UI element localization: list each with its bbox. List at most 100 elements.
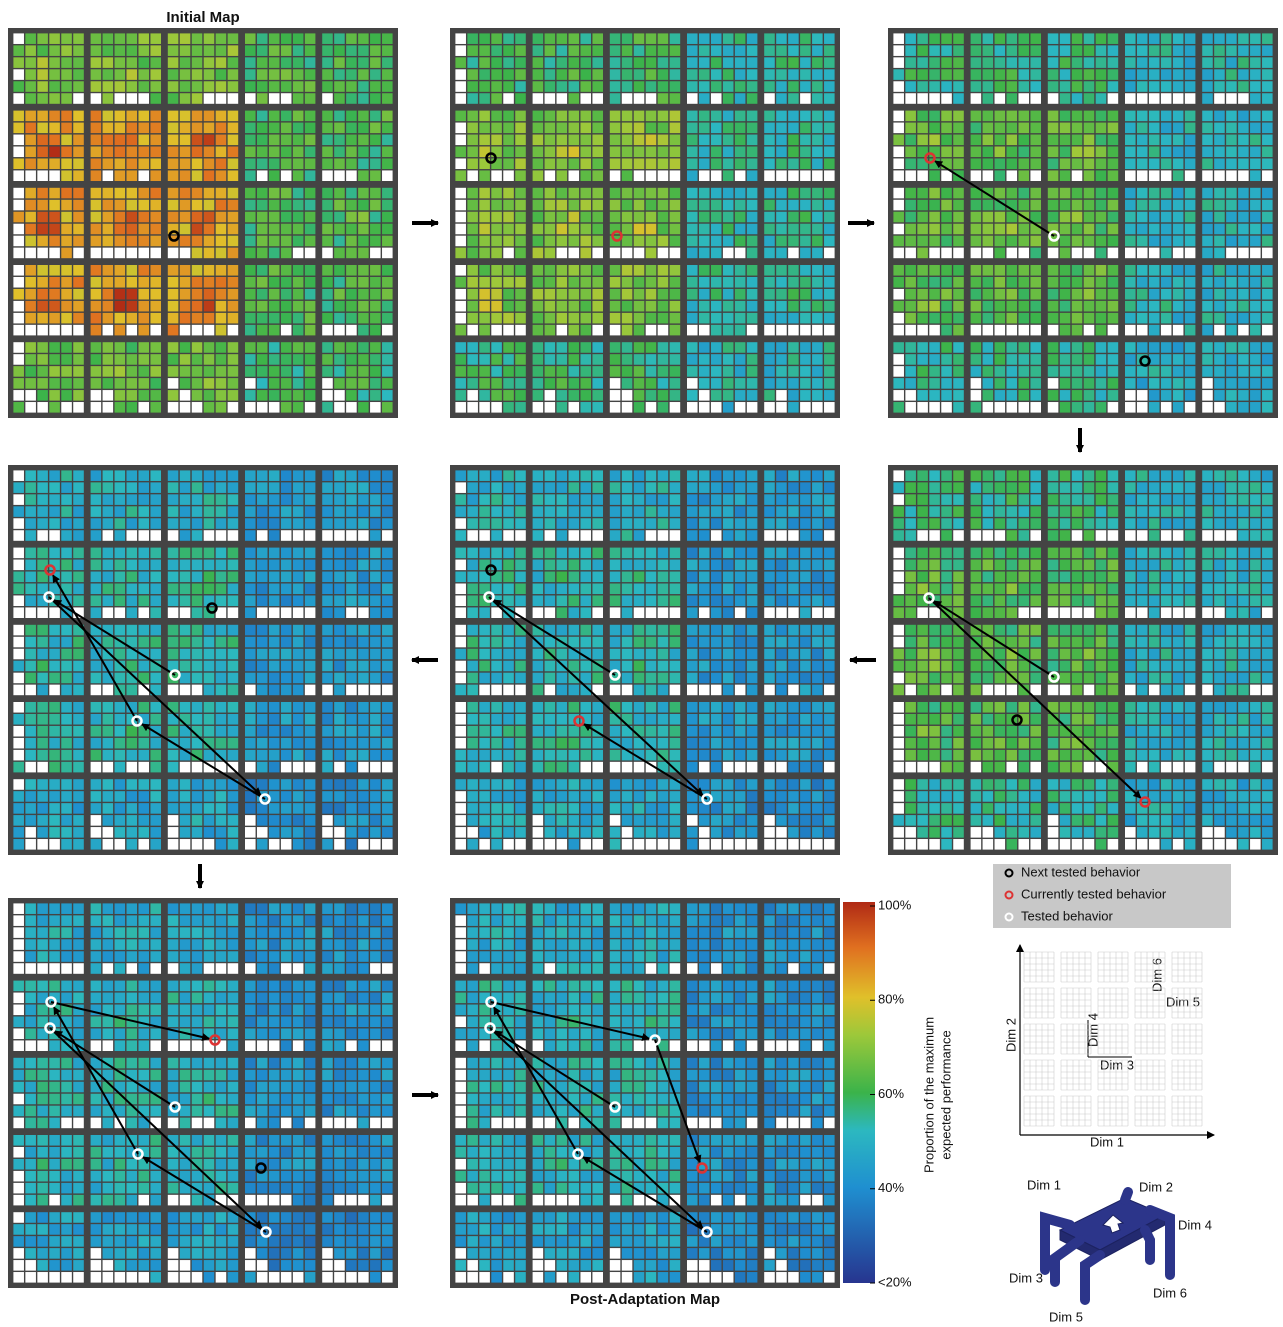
heatmap-cell: [544, 211, 556, 223]
robot-arrow: [1102, 1214, 1125, 1234]
heatmap-cell: [1083, 288, 1095, 300]
heatmap-cell: [669, 324, 681, 336]
heatmap-cell: [167, 648, 179, 660]
heatmap-cell: [698, 494, 710, 505]
heatmap-cell: [179, 235, 191, 247]
heatmap-cell: [102, 324, 114, 336]
heatmap-cell: [580, 265, 592, 276]
heatmap-cell: [280, 276, 292, 288]
heatmap-cell: [268, 276, 280, 288]
heatmap-cell: [515, 595, 526, 607]
heatmap-cell: [479, 803, 490, 814]
heatmap-cell: [905, 494, 916, 505]
heatmap-cell: [812, 366, 823, 377]
heatmap-cell: [1136, 288, 1148, 300]
heatmap-cell: [245, 559, 256, 571]
heatmap-cell: [1095, 470, 1107, 481]
heatmap-cell: [669, 247, 681, 259]
heatmap-cell: [1238, 324, 1249, 336]
heatmap-cell: [215, 276, 227, 288]
heatmap-cell: [227, 547, 239, 559]
heatmap-cell: [1125, 265, 1136, 276]
heatmap-cell: [1071, 354, 1083, 365]
heatmap-cell: [994, 378, 1006, 389]
heatmap-cell: [1184, 187, 1196, 199]
heatmap-cell: [503, 354, 514, 365]
heatmap-cell: [970, 288, 982, 300]
heatmap-cell: [1071, 402, 1083, 413]
heatmap-cell: [455, 827, 466, 838]
heatmap-cell: [150, 624, 161, 636]
heatmap-cell: [1006, 276, 1018, 288]
heatmap-cell: [788, 648, 799, 660]
heatmap-cell: [455, 211, 466, 223]
heatmap-cell: [382, 583, 393, 595]
heatmap-cell: [167, 518, 179, 529]
heatmap-cell: [621, 265, 633, 276]
heatmap-cell: [657, 725, 669, 737]
heatmap-cell: [941, 354, 952, 365]
heatmap-cell: [1047, 366, 1059, 377]
heatmap-cell: [633, 607, 645, 618]
heatmap-cell: [203, 57, 215, 68]
heatmap-cell: [812, 81, 823, 92]
heatmap-cell: [1226, 57, 1237, 68]
heatmap-cell: [503, 713, 514, 725]
heatmap-cell: [61, 93, 72, 104]
heatmap-cell: [455, 815, 466, 826]
heatmap-cell: [621, 713, 633, 725]
heatmap-cell: [800, 187, 811, 199]
heatmap-cell: [203, 749, 215, 761]
heatmap-cell: [556, 69, 568, 80]
heatmap-cell: [1136, 506, 1148, 517]
heatmap-cell: [1095, 354, 1107, 365]
heatmap-cell: [25, 324, 36, 336]
heatmap-cell: [73, 69, 84, 80]
heatmap-cell: [73, 342, 84, 353]
heatmap-cell: [1202, 354, 1213, 365]
heatmap-cell: [503, 702, 514, 713]
heatmap-cell: [90, 713, 102, 725]
heatmap-cell: [556, 547, 568, 559]
heatmap-cell: [746, 547, 758, 559]
heatmap-cell: [358, 660, 369, 672]
heatmap-cell: [788, 737, 799, 749]
heatmap-cell: [812, 749, 823, 761]
heatmap-cell: [621, 725, 633, 737]
heatmap-cell: [556, 660, 568, 672]
heatmap-cell: [645, 402, 657, 413]
heatmap-cell: [292, 342, 304, 353]
heatmap-cell: [788, 506, 799, 517]
heatmap-cell: [982, 235, 994, 247]
heatmap-cell: [1059, 110, 1071, 122]
heatmap-cell: [13, 494, 24, 505]
heatmap-cell: [25, 81, 36, 92]
heatmap-cell: [734, 354, 746, 365]
heatmap-cell: [126, 571, 138, 583]
heatmap-cell: [734, 122, 746, 134]
heatmap-cell: [346, 672, 357, 684]
heatmap-cell: [167, 69, 179, 80]
heatmap-cell: [710, 494, 722, 505]
heatmap-cell: [304, 672, 316, 684]
heatmap-cell: [13, 146, 24, 158]
heatmap-cell: [788, 684, 799, 696]
heatmap-cell: [245, 530, 256, 541]
heatmap-cell: [49, 390, 60, 401]
heatmap-cell: [61, 494, 72, 505]
heatmap-cell: [746, 170, 758, 181]
heatmap-cell: [1202, 265, 1213, 276]
heatmap-cell: [556, 366, 568, 377]
heatmap-cell: [346, 595, 357, 607]
heatmap-cell: [1047, 482, 1059, 493]
heatmap-cell: [114, 648, 126, 660]
heatmap-cell: [953, 390, 964, 401]
heatmap-cell: [1172, 470, 1184, 481]
heatmap-cell: [245, 110, 256, 122]
heatmap-cell: [138, 247, 150, 259]
heatmap-cell: [370, 33, 381, 44]
heatmap-cell: [1095, 276, 1107, 288]
heatmap-cell: [1226, 187, 1237, 199]
heatmap-cell: [905, 288, 916, 300]
heatmap-cell: [1018, 33, 1030, 44]
